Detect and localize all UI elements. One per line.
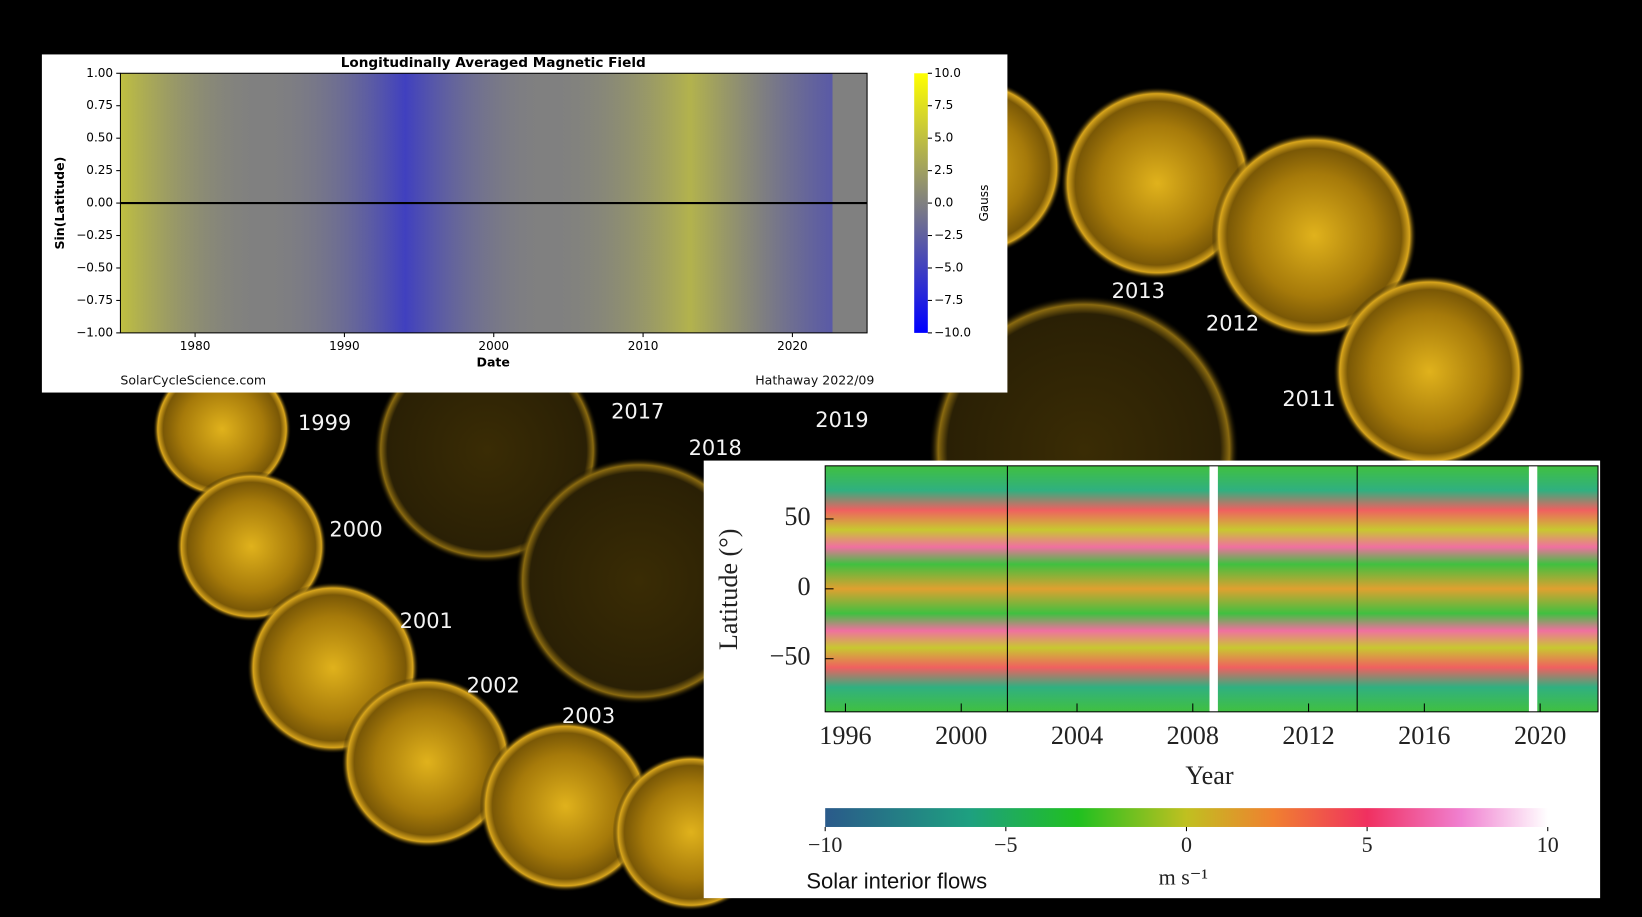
y-tick-label: 0.75	[86, 98, 113, 112]
chart-title: Longitudinally Averaged Magnetic Field	[341, 55, 646, 71]
x-tick-label: 2020	[777, 339, 808, 353]
y-tick-label: −0.25	[76, 228, 113, 242]
x-tick-label: 2000	[478, 339, 509, 353]
y-tick-label: 0.00	[86, 196, 113, 210]
sun-year-label: 2000	[329, 518, 382, 542]
x-tick-label: 1996	[819, 721, 871, 750]
x-tick-label: 2010	[628, 339, 659, 353]
colorbar-tick-label: −2.5	[934, 228, 963, 242]
sun-year-label: 2012	[1206, 312, 1259, 336]
sun-year-label: 2002	[467, 674, 520, 698]
data-gap	[1529, 466, 1537, 712]
colorbar-tick-label: −10.0	[934, 325, 971, 339]
x-tick-label: 2008	[1167, 721, 1219, 750]
x-tick-label: 2012	[1282, 721, 1334, 750]
colorbar-tick-label: −10	[808, 832, 842, 857]
sun-year-label: 2019	[815, 408, 868, 432]
x-tick-label: 1990	[329, 339, 360, 353]
sun-year-label: 2003	[562, 704, 615, 728]
annotation: Solar interior flows	[806, 868, 987, 893]
colorbar-tick-label: 0.0	[934, 196, 953, 210]
x-tick-label: 2004	[1051, 721, 1103, 750]
y-tick-label: −50	[770, 642, 811, 671]
colorbar	[914, 73, 928, 333]
colorbar	[825, 808, 1548, 827]
x-axis-label: Year	[1185, 761, 1233, 790]
x-tick-label: 2020	[1514, 721, 1566, 750]
colorbar-tick-label: 7.5	[934, 98, 953, 112]
colorbar-tick-label: −5.0	[934, 260, 963, 274]
y-tick-label: 0	[797, 572, 810, 601]
annotation: Hathaway 2022/09	[755, 373, 874, 388]
colorbar-tick-label: 10.0	[934, 66, 961, 80]
colorbar-label: Gauss	[977, 185, 991, 222]
colorbar-tick-label: 2.5	[934, 163, 953, 177]
x-tick-label: 2000	[935, 721, 987, 750]
y-tick-label: −0.50	[76, 260, 113, 274]
x-axis-label: Date	[477, 355, 510, 370]
y-tick-label: 1.00	[86, 66, 113, 80]
colorbar-tick-label: 5	[1362, 832, 1373, 857]
sun-year-label: 2018	[689, 436, 742, 460]
annotation: SolarCycleScience.com	[120, 373, 266, 388]
page: { "sun_labels": ["1999", "2000", "2001",…	[0, 0, 1642, 917]
colorbar-tick-label: −5	[994, 832, 1017, 857]
sun-year-label: 1999	[298, 411, 351, 435]
colorbar-tick-label: 0	[1181, 832, 1192, 857]
colorbar-tick-label: 10	[1537, 832, 1559, 857]
y-tick-label: 50	[784, 502, 810, 531]
colorbar-tick-label: 5.0	[934, 131, 953, 145]
y-tick-label: 0.25	[86, 163, 113, 177]
x-tick-label: 2016	[1398, 721, 1450, 750]
screenshot: 1999 2000 2001 2002 2003 2017 2018 2019 2013 2012…	[0, 0, 1642, 917]
y-tick-label: −1.00	[76, 325, 113, 339]
sun-year-label: 2013	[1112, 279, 1165, 303]
y-axis-label: Sin(Latitude)	[52, 157, 67, 250]
colorbar-label: m s⁻¹	[1159, 864, 1208, 889]
y-tick-label: 0.50	[86, 131, 113, 145]
data-gap	[1210, 466, 1218, 712]
y-tick-label: −0.75	[76, 293, 113, 307]
colorbar-tick-label: −7.5	[934, 293, 963, 307]
sun-year-label: 2017	[611, 399, 664, 423]
y-axis-label: Latitude (°)	[714, 529, 743, 651]
x-tick-label: 1980	[180, 339, 211, 353]
sun-year-label: 2011	[1282, 387, 1335, 411]
sun-year-label: 2001	[400, 609, 453, 633]
